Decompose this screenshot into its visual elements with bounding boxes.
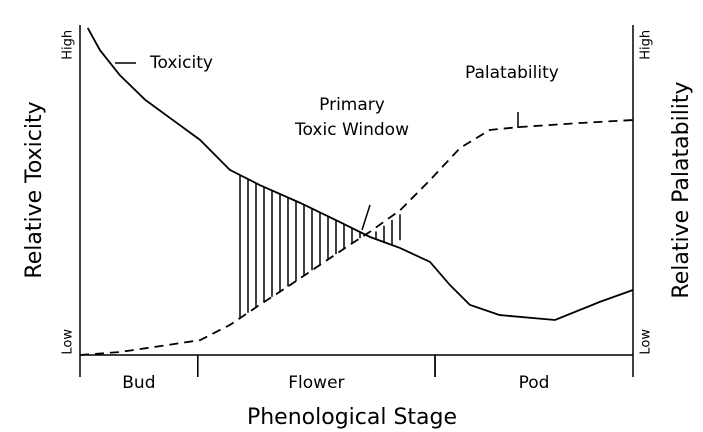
x-axis-title: Phenological Stage [247, 405, 457, 430]
y-tick-label: High [61, 30, 76, 60]
annotation: Toxic Window [294, 120, 409, 140]
legend-label: Palatability [465, 63, 559, 83]
stage-label: Pod [519, 373, 550, 393]
y2-tick-label: High [639, 30, 654, 60]
stage-label: Flower [288, 373, 344, 393]
legend-label: Toxicity [149, 53, 213, 73]
y2-axis-title: Relative Palatability [669, 81, 694, 298]
series-line [79, 119, 634, 356]
y2-tick-label: Low [639, 329, 654, 355]
annotation: Primary [319, 95, 385, 115]
stage-label: Bud [122, 373, 155, 393]
annotation-pointer [361, 204, 371, 231]
series-line [86, 27, 634, 321]
y-axis-title: Relative Toxicity [22, 101, 47, 278]
y-tick-label: Low [61, 329, 76, 355]
